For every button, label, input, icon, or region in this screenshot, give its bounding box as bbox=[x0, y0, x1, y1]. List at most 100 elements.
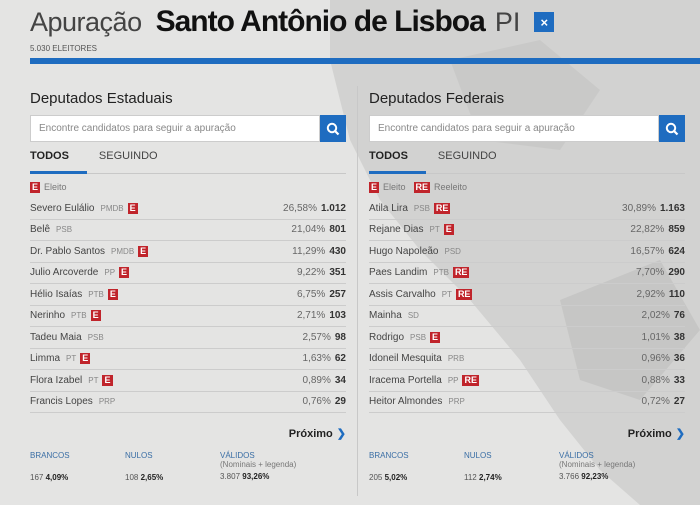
tabs: TODOS SEGUINDO bbox=[30, 150, 346, 174]
search-input[interactable]: Encontre candidatos para seguir a apuraç… bbox=[369, 115, 659, 142]
candidate-row[interactable]: Nerinho PTB E 2,71% 103 bbox=[30, 306, 346, 327]
candidate-row[interactable]: Limma PT E 1,63% 62 bbox=[30, 349, 346, 370]
candidate-percent: 9,22% bbox=[296, 267, 326, 279]
tab-todos[interactable]: TODOS bbox=[30, 150, 69, 162]
stat-label: BRANCOS bbox=[30, 451, 70, 460]
search-icon bbox=[326, 122, 340, 135]
next-button[interactable]: Próximo ❯ bbox=[369, 427, 685, 440]
candidate-row[interactable]: Tadeu Maia PSB 2,57% 98 bbox=[30, 327, 346, 349]
candidate-percent: 6,75% bbox=[296, 288, 326, 300]
candidate-row[interactable]: Heitor Almondes PRP 0,72% 27 bbox=[369, 392, 685, 413]
active-tab-indicator bbox=[369, 171, 426, 174]
candidate-percent: 1,01% bbox=[641, 331, 670, 343]
candidate-name: Paes Landim bbox=[369, 267, 428, 279]
candidate-name: Heitor Almondes bbox=[369, 396, 443, 408]
close-icon[interactable]: × bbox=[534, 12, 555, 32]
tab-seguindo[interactable]: SEGUINDO bbox=[437, 150, 497, 162]
stat-percent: 4,09% bbox=[45, 473, 69, 482]
candidate-row[interactable]: Flora Izabel PT E 0,89% 34 bbox=[30, 370, 346, 392]
candidate-percent: 11,29% bbox=[292, 245, 326, 257]
stat-sublabel bbox=[125, 460, 220, 470]
candidate-votes: 34 bbox=[334, 374, 346, 386]
candidate-party: PP bbox=[447, 375, 459, 385]
stat-label: NULOS bbox=[125, 451, 153, 460]
badge-e: E bbox=[30, 181, 41, 193]
candidate-votes: 38 bbox=[673, 331, 685, 343]
tabs: TODOS SEGUINDO bbox=[369, 150, 685, 174]
candidate-row[interactable]: Hugo Napoleão PSD 16,57% 624 bbox=[369, 241, 685, 263]
search-input[interactable]: Encontre candidatos para seguir a apuraç… bbox=[30, 115, 320, 142]
candidate-row[interactable]: Severo Eulálio PMDB E 26,58% 1.012 bbox=[30, 198, 346, 220]
candidate-party: PT bbox=[66, 354, 77, 364]
city-name: Santo Antônio de Lisboa bbox=[155, 5, 486, 38]
stat-count: 205 bbox=[369, 473, 383, 482]
tab-todos[interactable]: TODOS bbox=[369, 150, 408, 162]
next-button[interactable]: Próximo ❯ bbox=[30, 427, 346, 440]
candidate-votes: 36 bbox=[673, 353, 685, 365]
candidate-votes: 110 bbox=[668, 288, 685, 300]
candidate-name: Assis Carvalho bbox=[369, 288, 436, 300]
candidate-row[interactable]: Belê PSB 21,04% 801 bbox=[30, 220, 346, 241]
stat-label: NULOS bbox=[464, 451, 492, 460]
candidate-percent: 0,88% bbox=[641, 374, 670, 386]
candidate-name: Julio Arcoverde bbox=[30, 267, 99, 279]
candidate-row[interactable]: Paes Landim PTB RE 7,70% 290 bbox=[369, 263, 685, 284]
candidate-name: Rodrigo bbox=[369, 331, 405, 343]
candidate-row[interactable]: Francis Lopes PRP 0,76% 29 bbox=[30, 392, 346, 413]
tab-seguindo[interactable]: SEGUINDO bbox=[98, 150, 158, 162]
candidate-party: PT bbox=[88, 375, 99, 385]
stat-label: VÁLIDOS bbox=[220, 451, 255, 460]
legend-label: Eleito bbox=[383, 182, 406, 192]
elected-badge: E bbox=[90, 310, 101, 322]
stat-sublabel: (Nominais + legenda) bbox=[220, 460, 297, 469]
candidate-votes: 98 bbox=[334, 331, 346, 343]
candidate-name: Flora Izabel bbox=[30, 374, 83, 386]
candidate-party: PRP bbox=[448, 397, 465, 407]
candidate-party: PSB bbox=[87, 332, 104, 342]
search-button[interactable] bbox=[320, 115, 346, 142]
panel-federais: Deputados Federais Encontre candidatos p… bbox=[369, 90, 685, 482]
panel-title: Deputados Federais bbox=[369, 90, 505, 107]
candidate-row[interactable]: Iracema Portella PP RE 0,88% 33 bbox=[369, 370, 685, 392]
candidate-name: Iracema Portella bbox=[369, 374, 442, 386]
candidate-row[interactable]: Assis Carvalho PT RE 2,92% 110 bbox=[369, 284, 685, 306]
candidate-row[interactable]: Rodrigo PSB E 1,01% 38 bbox=[369, 327, 685, 349]
candidate-votes: 430 bbox=[329, 245, 346, 257]
chevron-right-icon: ❯ bbox=[675, 428, 685, 440]
badge-e: E bbox=[369, 181, 380, 193]
candidate-row[interactable]: Julio Arcoverde PP E 9,22% 351 bbox=[30, 263, 346, 284]
search-button[interactable] bbox=[659, 115, 685, 142]
candidate-name: Idoneil Mesquita bbox=[369, 353, 442, 365]
candidate-party: PP bbox=[104, 268, 116, 278]
search-box: Encontre candidatos para seguir a apuraç… bbox=[369, 115, 685, 142]
stat-sublabel bbox=[369, 460, 464, 470]
candidate-party: PSB bbox=[413, 203, 430, 213]
candidate-name: Francis Lopes bbox=[30, 396, 93, 408]
candidate-votes: 257 bbox=[329, 288, 346, 300]
elected-badge: E bbox=[102, 374, 113, 386]
candidate-percent: 2,02% bbox=[641, 310, 670, 322]
elected-badge: E bbox=[107, 288, 118, 300]
candidate-row[interactable]: Idoneil Mesquita PRB 0,96% 36 bbox=[369, 349, 685, 370]
candidate-row[interactable]: Hélio Isaías PTB E 6,75% 257 bbox=[30, 284, 346, 306]
stat-brancos: BRANCOS 167 4,09% bbox=[30, 451, 125, 482]
badge-re: RE bbox=[413, 181, 431, 193]
stat-percent: 2,65% bbox=[140, 473, 164, 482]
candidate-party: SD bbox=[407, 311, 419, 321]
candidate-row[interactable]: Rejane Dias PT E 22,82% 859 bbox=[369, 220, 685, 241]
candidate-row[interactable]: Mainha SD 2,02% 76 bbox=[369, 306, 685, 327]
candidate-percent: 22,82% bbox=[630, 224, 665, 236]
summary-stats: BRANCOS 167 4,09% NULOS 108 2,65% VÁLIDO… bbox=[30, 451, 346, 482]
candidate-votes: 29 bbox=[334, 396, 346, 408]
candidate-percent: 2,57% bbox=[302, 331, 331, 343]
candidate-row[interactable]: Atila Lira PSB RE 30,89% 1.163 bbox=[369, 198, 685, 220]
progress-bar bbox=[30, 58, 700, 64]
elected-badge: E bbox=[430, 331, 441, 343]
search-box: Encontre candidatos para seguir a apuraç… bbox=[30, 115, 346, 142]
candidate-row[interactable]: Dr. Pablo Santos PMDB E 11,29% 430 bbox=[30, 241, 346, 263]
stat-count: 112 bbox=[464, 473, 477, 482]
stat-label: VÁLIDOS bbox=[559, 451, 594, 460]
candidate-name: Hélio Isaías bbox=[30, 288, 83, 300]
candidate-votes: 103 bbox=[329, 310, 346, 322]
elected-badge: E bbox=[127, 202, 138, 214]
